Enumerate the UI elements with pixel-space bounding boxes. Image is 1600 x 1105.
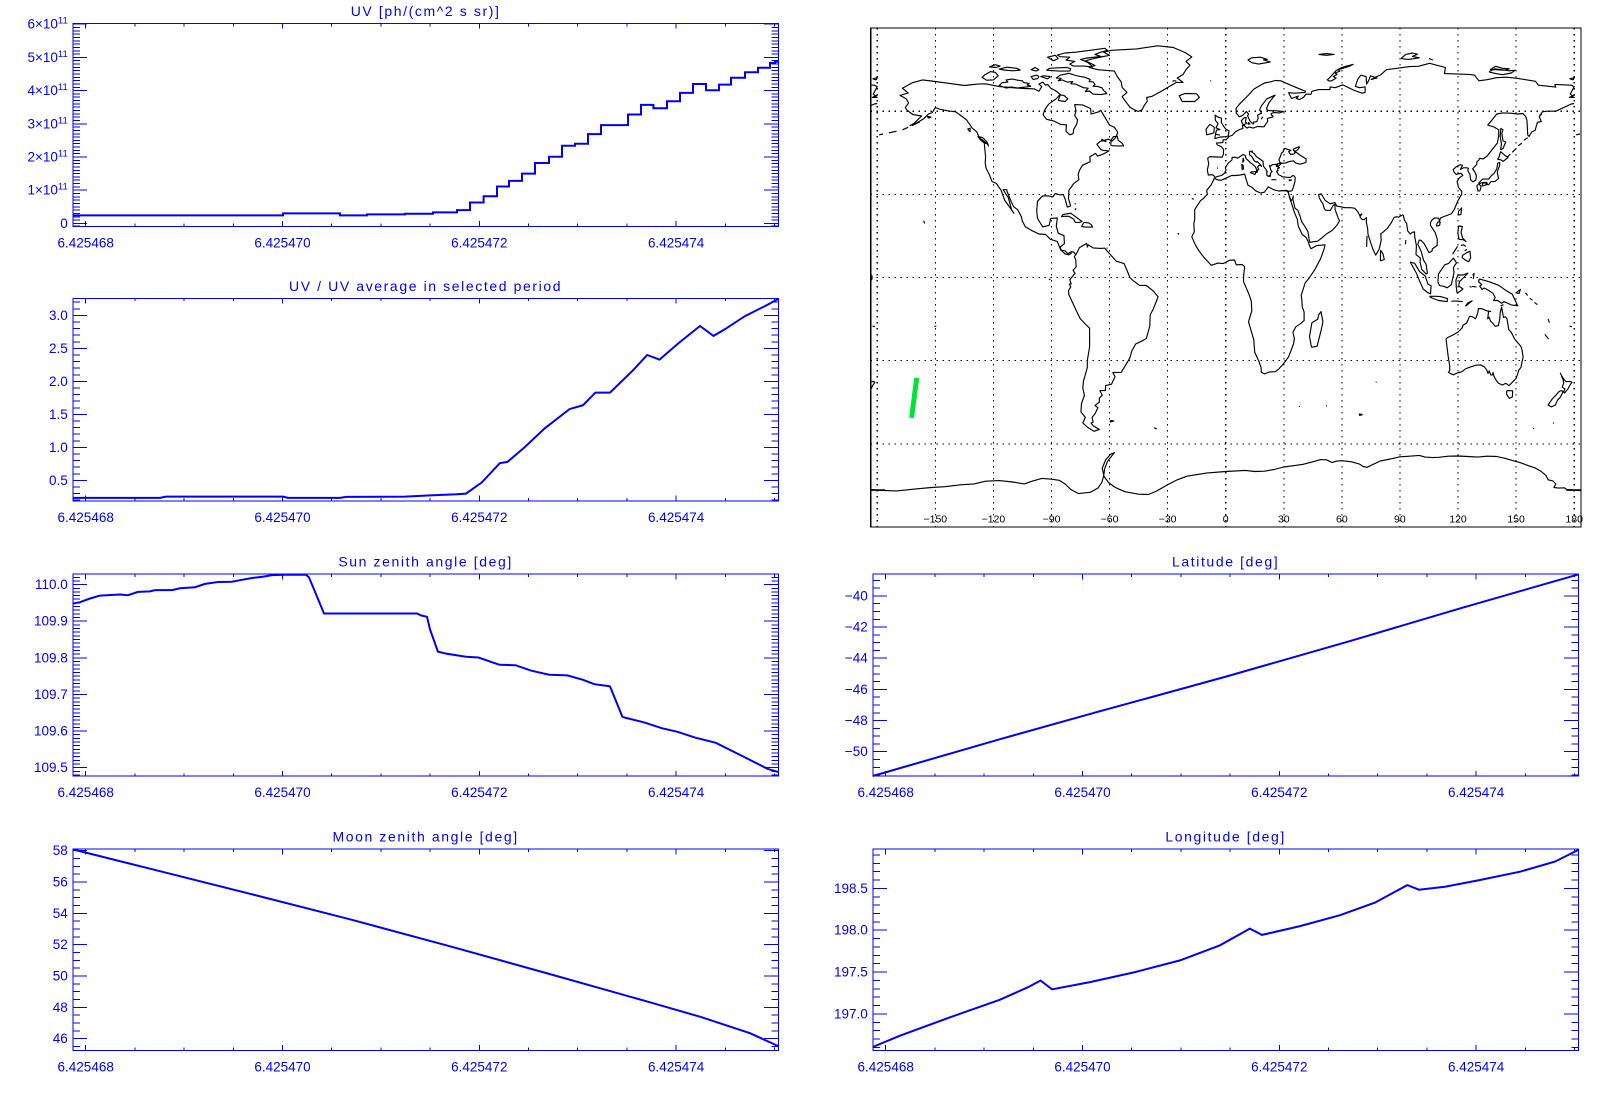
svg-text:6.425472: 6.425472: [451, 1059, 507, 1074]
svg-text:0: 0: [867, 272, 873, 284]
svg-text:2.0: 2.0: [49, 374, 68, 389]
svg-text:3.0: 3.0: [49, 308, 68, 323]
svg-text:0.5: 0.5: [49, 473, 68, 488]
svg-text:6.425472: 6.425472: [1251, 1059, 1307, 1074]
svg-text:56: 56: [53, 875, 68, 890]
svg-text:−44: −44: [845, 651, 868, 666]
svg-text:150: 150: [1507, 514, 1525, 526]
svg-text:46: 46: [53, 1031, 68, 1046]
svg-text:−46: −46: [845, 682, 868, 697]
svg-text:6.425468: 6.425468: [858, 785, 914, 800]
svg-text:−40: −40: [845, 588, 868, 603]
svg-text:6.425470: 6.425470: [254, 510, 310, 525]
svg-text:−90: −90: [1043, 514, 1061, 526]
svg-text:197.0: 197.0: [834, 1006, 868, 1021]
svg-text:6.425468: 6.425468: [58, 235, 114, 250]
svg-text:0: 0: [1223, 514, 1229, 526]
svg-text:198.5: 198.5: [834, 881, 868, 896]
svg-text:109.9: 109.9: [34, 614, 68, 629]
svg-text:6.425474: 6.425474: [648, 235, 705, 250]
svg-text:−120: −120: [982, 514, 1006, 526]
svg-text:110.0: 110.0: [35, 577, 68, 592]
svg-text:−150: −150: [923, 514, 947, 526]
svg-text:−60: −60: [1101, 514, 1119, 526]
svg-text:58: 58: [53, 843, 68, 858]
svg-text:198.0: 198.0: [834, 923, 868, 938]
svg-text:−50: −50: [845, 744, 868, 759]
svg-text:109.6: 109.6: [34, 724, 68, 739]
svg-text:6.425472: 6.425472: [451, 235, 507, 250]
svg-text:Longitude [deg]: Longitude [deg]: [1165, 829, 1286, 845]
svg-text:−30: −30: [1159, 514, 1177, 526]
svg-text:1.0: 1.0: [49, 440, 68, 455]
svg-text:197.5: 197.5: [834, 965, 868, 980]
svg-text:−48: −48: [845, 713, 868, 728]
svg-text:6.425472: 6.425472: [451, 510, 507, 525]
svg-text:6.425468: 6.425468: [58, 510, 114, 525]
svg-text:6.425470: 6.425470: [1054, 785, 1110, 800]
svg-text:30: 30: [1278, 514, 1290, 526]
svg-text:6.425474: 6.425474: [648, 1059, 705, 1074]
svg-text:6.425470: 6.425470: [1054, 1059, 1110, 1074]
svg-text:6.425474: 6.425474: [1448, 1059, 1505, 1074]
svg-text:6.425472: 6.425472: [451, 785, 507, 800]
svg-text:Moon zenith angle [deg]: Moon zenith angle [deg]: [332, 829, 518, 845]
svg-text:6.425468: 6.425468: [858, 1059, 914, 1074]
svg-text:1×1011: 1×1011: [28, 182, 68, 198]
svg-text:109.5: 109.5: [34, 760, 68, 775]
svg-text:109.7: 109.7: [34, 687, 68, 702]
svg-text:109.8: 109.8: [34, 650, 68, 665]
svg-text:Latitude [deg]: Latitude [deg]: [1172, 554, 1279, 570]
svg-text:Sun zenith angle [deg]: Sun zenith angle [deg]: [338, 554, 513, 570]
svg-text:60: 60: [1336, 514, 1348, 526]
svg-text:6×1011: 6×1011: [28, 16, 68, 32]
svg-text:6.425470: 6.425470: [254, 235, 310, 250]
svg-text:52: 52: [53, 937, 68, 952]
svg-text:−42: −42: [845, 620, 868, 635]
svg-text:2.5: 2.5: [49, 341, 68, 356]
svg-text:50: 50: [53, 969, 68, 984]
svg-text:6.425470: 6.425470: [254, 1059, 310, 1074]
svg-text:UV / UV average in selected pe: UV / UV average in selected period: [289, 278, 562, 294]
svg-text:6.425468: 6.425468: [58, 1059, 114, 1074]
svg-text:6.425468: 6.425468: [58, 785, 114, 800]
svg-text:180: 180: [1565, 514, 1583, 526]
svg-text:48: 48: [53, 1000, 68, 1015]
svg-text:4×1011: 4×1011: [28, 82, 68, 98]
svg-text:3×1011: 3×1011: [28, 115, 68, 131]
svg-text:54: 54: [53, 906, 69, 921]
svg-text:1.5: 1.5: [49, 407, 68, 422]
svg-text:5×1011: 5×1011: [28, 49, 68, 65]
svg-text:6.425474: 6.425474: [648, 510, 705, 525]
svg-text:6.425474: 6.425474: [648, 785, 705, 800]
svg-text:UV [ph/(cm^2 s sr)]: UV [ph/(cm^2 s sr)]: [351, 3, 501, 19]
svg-text:2×1011: 2×1011: [28, 149, 68, 165]
svg-text:90: 90: [1394, 514, 1406, 526]
svg-text:6.425472: 6.425472: [1251, 785, 1307, 800]
svg-text:0: 0: [60, 216, 68, 231]
svg-text:6.425470: 6.425470: [254, 785, 310, 800]
svg-text:120: 120: [1449, 514, 1467, 526]
svg-text:6.425474: 6.425474: [1448, 785, 1505, 800]
